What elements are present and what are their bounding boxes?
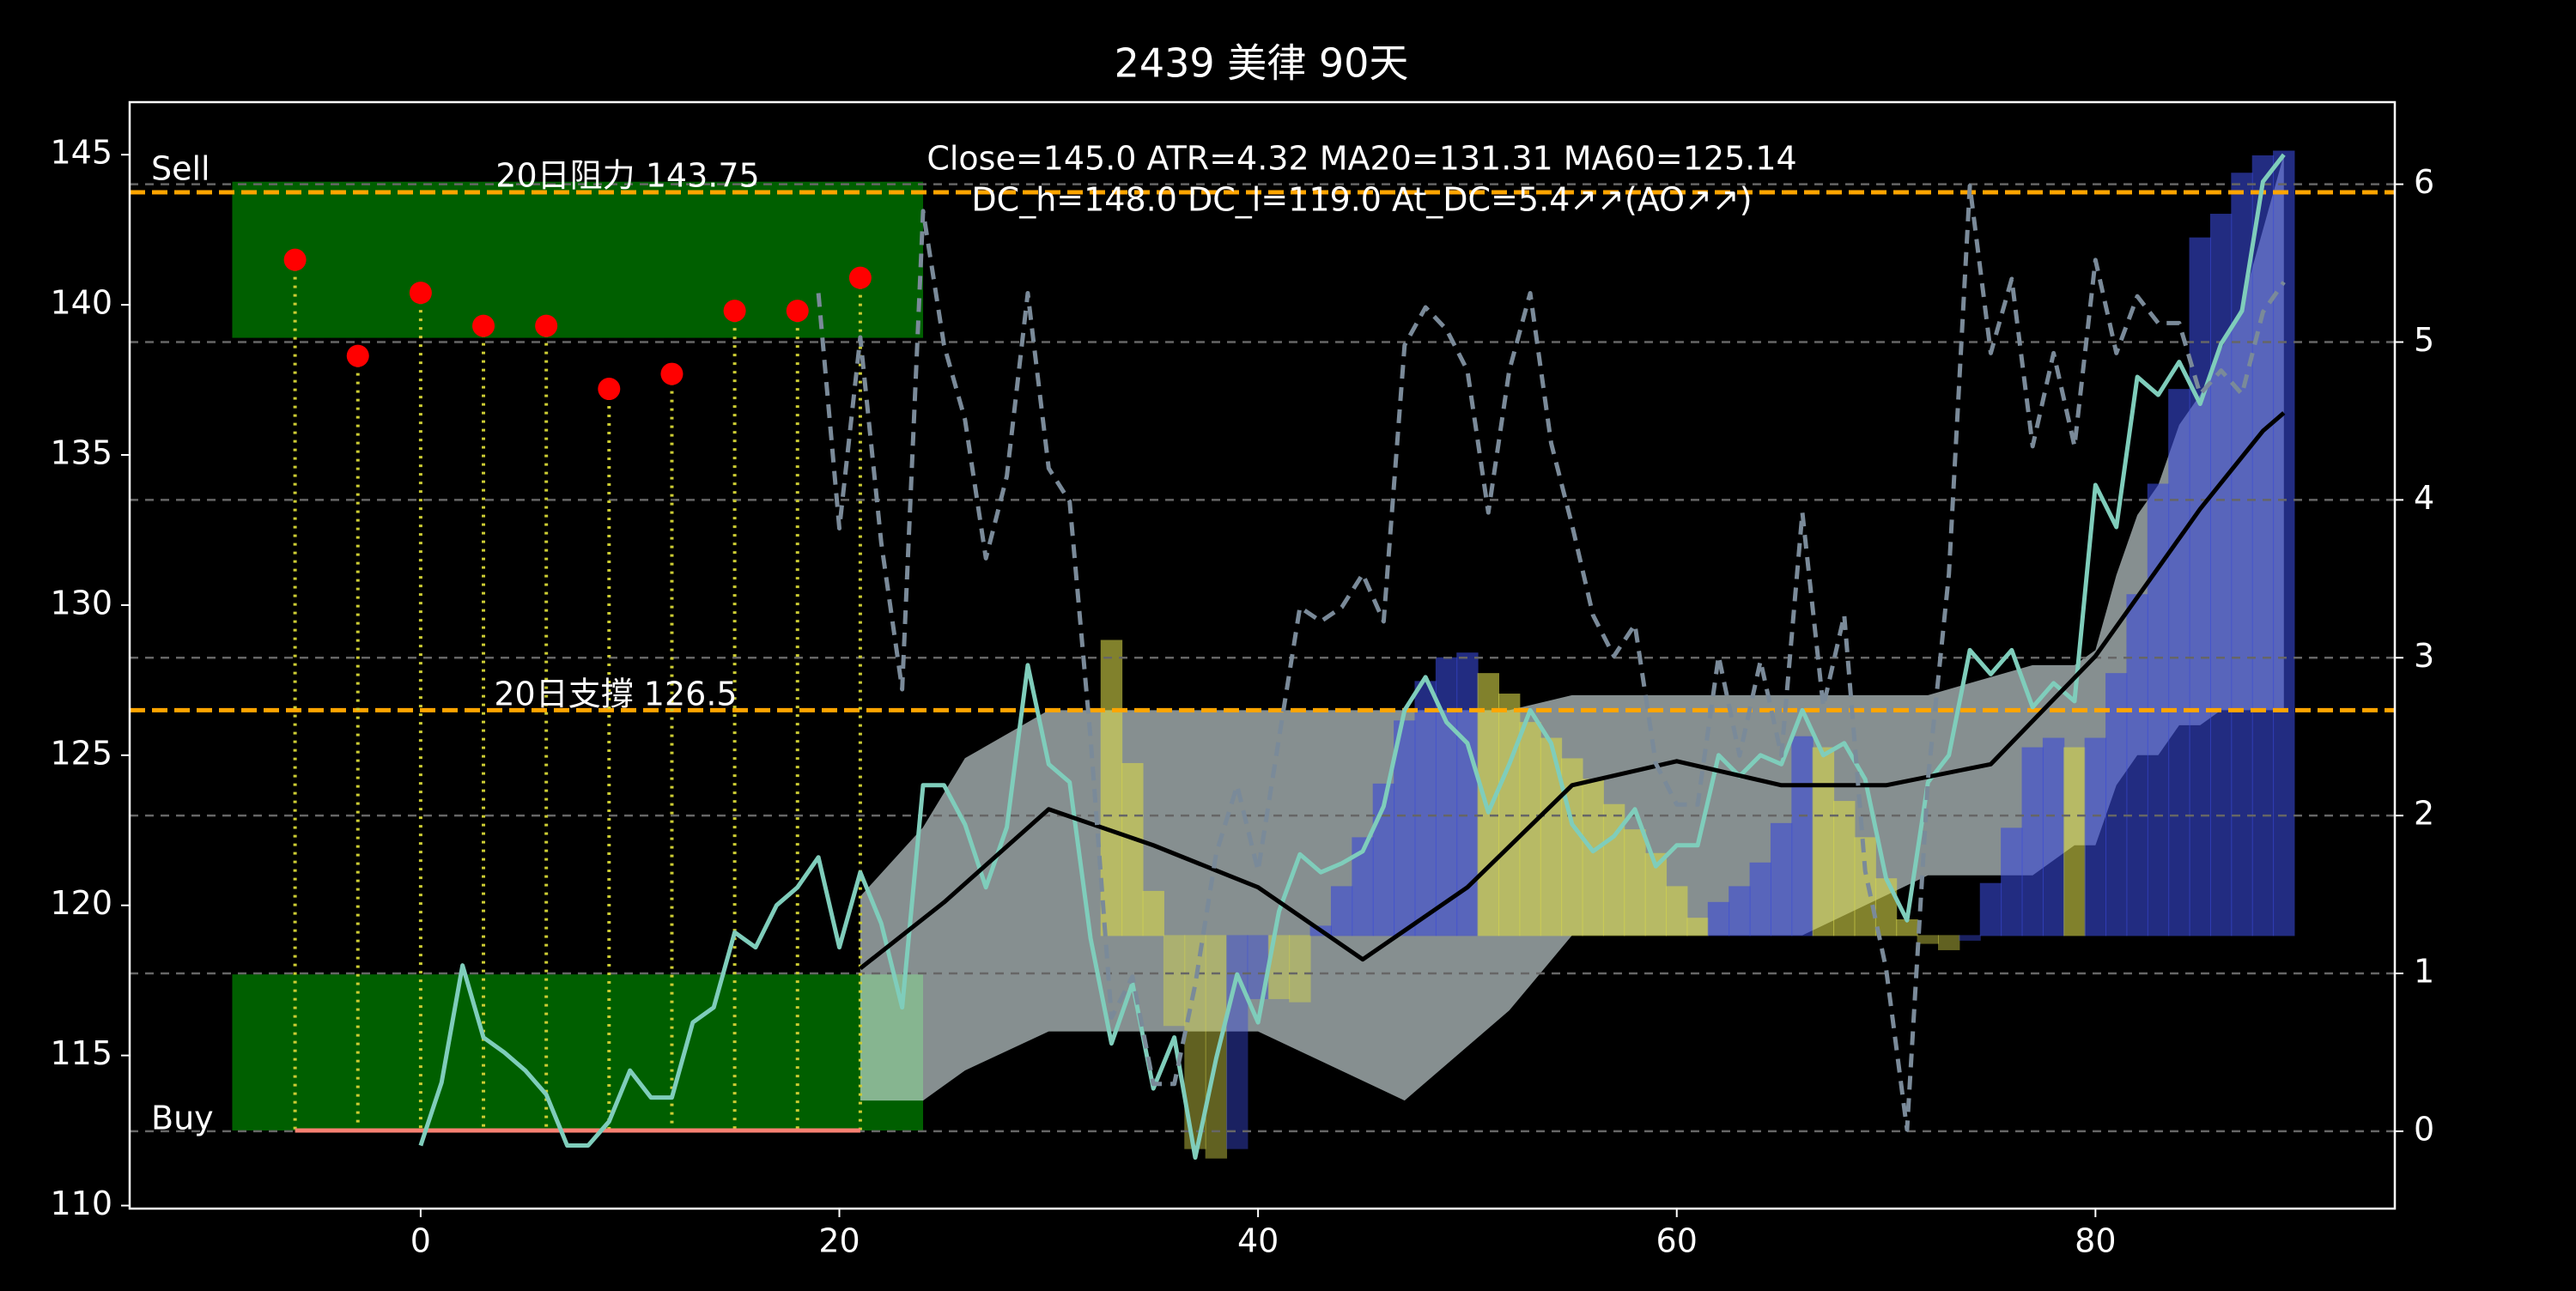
annotation: Buy (151, 1100, 214, 1137)
signal-dot (598, 378, 621, 401)
signal-dot (660, 362, 683, 385)
histogram-bar (1666, 886, 1688, 936)
histogram-bar (2001, 827, 2023, 936)
y-tick-label: 140 (50, 284, 112, 322)
x-tick-label: 60 (1656, 1222, 1698, 1260)
histogram-bar (1121, 762, 1144, 936)
histogram-bar (1330, 886, 1353, 936)
histogram-bar (2168, 389, 2190, 936)
chart-title: 2439 美律 90天 (1115, 40, 1409, 87)
histogram-bar (1770, 822, 1793, 936)
zone (232, 974, 924, 1131)
y2-tick-label: 4 (2414, 479, 2434, 517)
y-tick-label: 135 (50, 434, 112, 472)
histogram-bar (2273, 150, 2295, 936)
y2-tick-label: 6 (2414, 163, 2434, 201)
y2-tick-label: 2 (2414, 795, 2434, 833)
histogram-bar (2021, 747, 2044, 936)
histogram-bar (2105, 673, 2128, 936)
histogram-bar (2189, 237, 2211, 936)
signal-dot (346, 344, 369, 367)
signal-dot (848, 266, 872, 289)
annotation: Sell (151, 150, 210, 188)
histogram-bar (1979, 882, 2002, 936)
series-line (816, 183, 2286, 1132)
series-line (418, 153, 2286, 1161)
histogram-bar (1163, 935, 1186, 1027)
histogram-bar (1289, 935, 1311, 1003)
histogram-bar (2063, 747, 2086, 936)
x-tick-label: 20 (818, 1222, 860, 1260)
histogram-bar (1414, 681, 1437, 936)
y2-tick-label: 3 (2414, 637, 2434, 675)
histogram-bar (1100, 639, 1123, 936)
histogram-bar (1959, 935, 1981, 941)
histogram-bar (1707, 901, 1730, 936)
signal-dot (283, 248, 307, 271)
histogram-bar (1854, 837, 1876, 936)
histogram-bar (1686, 918, 1709, 936)
histogram-bar (1833, 801, 1856, 936)
y2-tick-label: 1 (2414, 953, 2434, 991)
signal-dot (723, 300, 746, 323)
histogram-bar (1205, 935, 1228, 1159)
histogram-bar (2231, 173, 2253, 936)
y-tick-label: 145 (50, 134, 112, 172)
annotation: DC_h=148.0 DC_l=119.0 At_DC=5.4↗↗(AO↗↗) (971, 181, 1752, 219)
histogram-bar (1749, 862, 1771, 936)
histogram-bar (2251, 155, 2275, 936)
signal-dot (535, 314, 558, 337)
histogram-bar (1477, 673, 1500, 936)
histogram-bar (2126, 594, 2148, 936)
y-tick-label: 110 (50, 1185, 112, 1222)
signal-dot (786, 300, 809, 323)
annotation: 20日阻力 143.75 (495, 157, 759, 195)
histogram-bar (1226, 935, 1249, 1149)
y-tick-label: 115 (50, 1034, 112, 1072)
histogram-bar (2084, 737, 2107, 936)
histogram-bar (1728, 886, 1751, 936)
histogram-bar (1791, 736, 1814, 936)
annotation: Close=145.0 ATR=4.32 MA20=131.31 MA60=12… (927, 140, 1796, 178)
y-tick-label: 125 (50, 734, 112, 772)
plot-frame (128, 100, 2397, 1210)
histogram-bar (2209, 214, 2233, 936)
zone (232, 181, 924, 338)
x-tick-label: 40 (1237, 1222, 1279, 1260)
histogram-bar (2042, 737, 2065, 936)
signal-dot (472, 314, 495, 337)
y-tick-label: 120 (50, 884, 112, 922)
y-tick-label: 130 (50, 584, 112, 621)
histogram-bar (1812, 747, 1835, 936)
y2-tick-label: 5 (2414, 321, 2434, 359)
y2-tick-label: 0 (2414, 1110, 2434, 1148)
x-tick-label: 0 (410, 1222, 431, 1260)
histogram-bar (1917, 935, 1939, 944)
histogram-bar (1582, 779, 1604, 936)
annotation: 20日支撐 126.5 (494, 676, 737, 713)
histogram-bar (1435, 657, 1458, 936)
histogram-bar (1624, 829, 1646, 936)
series-line (859, 411, 2286, 971)
signal-dot (409, 282, 432, 305)
x-tick-label: 80 (2075, 1222, 2116, 1260)
histogram-bar (1142, 890, 1164, 936)
histogram-bar (1937, 935, 1960, 950)
